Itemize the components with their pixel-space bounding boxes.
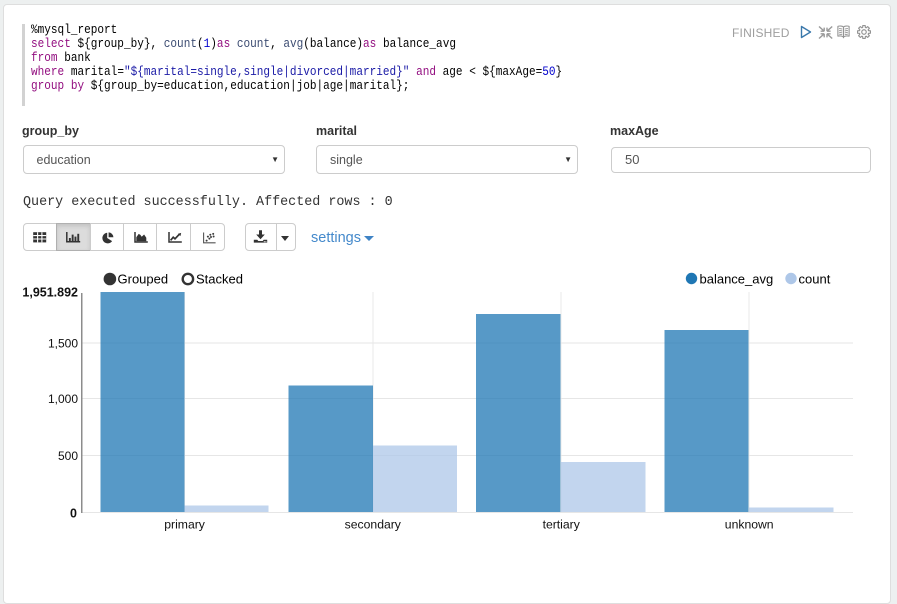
svg-text:0: 0 [70,507,77,521]
svg-text:1,500: 1,500 [48,337,78,351]
svg-text:tertiary: tertiary [543,518,581,532]
svg-text:balance_avg: balance_avg [700,272,774,287]
svg-text:1,000: 1,000 [48,392,78,406]
svg-text:primary: primary [164,518,206,532]
svg-text:secondary: secondary [345,518,402,532]
svg-text:count: count [799,272,831,287]
svg-text:500: 500 [58,449,78,463]
svg-text:1,951.892: 1,951.892 [22,286,78,300]
svg-text:unknown: unknown [725,518,774,532]
svg-text:Stacked: Stacked [196,272,243,287]
svg-text:Grouped: Grouped [118,272,169,287]
